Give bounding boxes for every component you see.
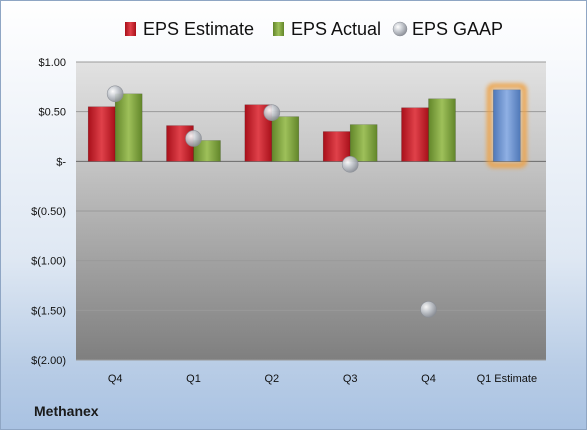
x-tick-label: Q3 [343, 373, 358, 385]
bar-eps-estimate [87, 106, 116, 162]
bar-eps-actual [349, 124, 378, 162]
y-tick-label: $(1.00) [31, 256, 66, 268]
bar-eps-actual [193, 140, 221, 162]
legend-swatch [125, 22, 136, 36]
company-name: Methanex [34, 403, 99, 419]
bar-eps-actual [428, 98, 456, 162]
point-eps-gaap [106, 85, 124, 103]
x-tick-label: Q4 [108, 373, 123, 385]
legend-item: EPS GAAP [392, 19, 503, 39]
legend-swatch [392, 21, 408, 37]
bar-eps-estimate [401, 107, 429, 162]
y-tick-label: $- [56, 156, 66, 168]
data-marks [87, 83, 527, 318]
y-tick-label: $(2.00) [31, 355, 66, 367]
legend-label: EPS Estimate [143, 19, 254, 39]
bar-q1-estimate [493, 89, 521, 162]
point-eps-gaap [420, 301, 437, 318]
x-tick-label: Q1 [186, 373, 201, 385]
legend: EPS Estimate EPS Actual EPS GAAP [125, 19, 503, 39]
x-tick-label: Q1 Estimate [477, 373, 538, 385]
x-tick-label: Q4 [421, 373, 436, 385]
highlight-glow [486, 83, 527, 168]
point-eps-gaap [341, 156, 359, 173]
x-tick-label: Q2 [264, 373, 279, 385]
bar-eps-estimate [322, 131, 351, 162]
y-tick-label: $(0.50) [31, 206, 66, 218]
y-tick-label: $(1.50) [31, 305, 66, 317]
bar-eps-actual [114, 93, 143, 162]
point-eps-gaap [185, 130, 202, 147]
bar-eps-actual [271, 116, 300, 162]
y-tick-label: $1.00 [38, 57, 66, 69]
y-axis: $1.00 $0.50 $- $(0.50) $(1.00) $(1.50) $(2.00) [31, 57, 66, 367]
legend-label: EPS GAAP [412, 19, 503, 39]
gridlines [76, 61, 546, 361]
point-eps-gaap [263, 104, 281, 121]
legend-label: EPS Actual [291, 19, 381, 39]
legend-swatch [273, 22, 284, 36]
legend-item: EPS Estimate [125, 19, 254, 39]
legend-item: EPS Actual [273, 19, 381, 39]
x-axis: Q4 Q1 Q2 Q3 Q4 Q1 Estimate [108, 373, 537, 385]
y-tick-label: $0.50 [38, 107, 66, 119]
